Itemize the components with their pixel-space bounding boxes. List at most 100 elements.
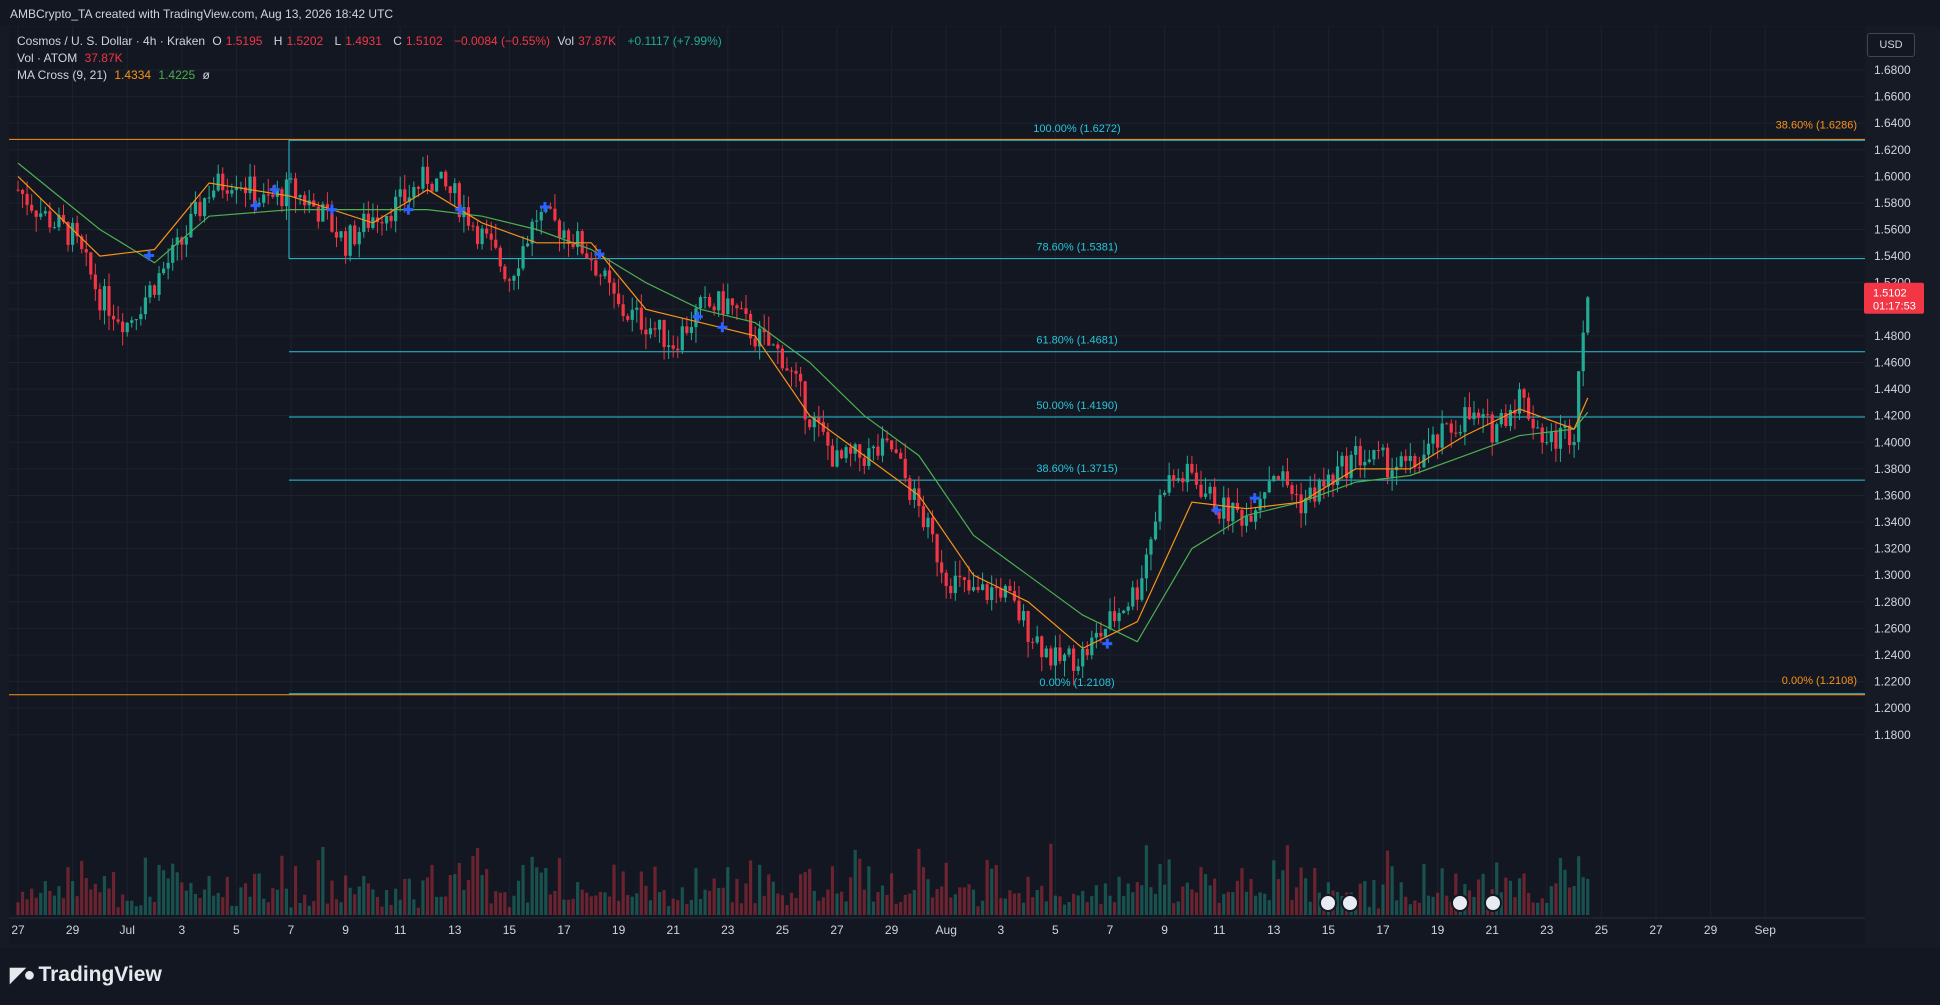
candle-body (1536, 428, 1539, 429)
volume-bar (212, 896, 215, 915)
candle-body (1163, 493, 1166, 495)
volume-bar (171, 864, 174, 915)
volume-bar (385, 890, 388, 915)
volume-bar (790, 893, 793, 915)
candle-body (35, 211, 38, 217)
volume-bar (380, 907, 383, 915)
x-tick-label: 7 (1107, 923, 1114, 937)
candle-body (1409, 456, 1412, 461)
volume-bar (44, 881, 47, 915)
candle-body (1454, 433, 1457, 434)
candle-body (1354, 446, 1357, 455)
volume-bar (622, 871, 625, 915)
price-tag-price: 1.5102 (1873, 288, 1907, 300)
candle-body (48, 211, 51, 227)
legend-change: −0.0084 (−0.55%) (454, 34, 550, 48)
volume-bar (963, 887, 966, 915)
volume-bar (1054, 896, 1057, 915)
candle-body (1131, 587, 1134, 606)
candle-body (1586, 297, 1589, 332)
volume-bar (740, 903, 743, 915)
volume-bar (763, 896, 766, 915)
candle-body (1036, 636, 1039, 642)
volume-bar (344, 875, 347, 915)
candle-body (622, 304, 625, 316)
volume-bar (936, 889, 939, 915)
legend-row-ma: MA Cross (9, 21) 1.4334 1.4225 ø (17, 68, 214, 82)
volume-bar (503, 892, 506, 915)
candle-body (1104, 629, 1107, 637)
candle-body (26, 194, 29, 205)
volume-bar (567, 900, 570, 915)
volume-bar (731, 902, 734, 915)
candle-body (804, 381, 807, 419)
volume-bar (585, 893, 588, 915)
candle-body (658, 320, 661, 330)
tradingview-logo[interactable]: ◤● TradingView (10, 962, 162, 987)
volume-bar (462, 890, 465, 915)
volume-bar (1532, 902, 1535, 915)
candle-body (849, 447, 852, 454)
candle-body (772, 345, 775, 346)
candle-body (289, 178, 292, 179)
volume-bar (371, 889, 374, 915)
candle-body (1245, 516, 1248, 526)
volume-bar (135, 906, 138, 915)
volume-bar (908, 894, 911, 915)
candle-body (831, 446, 834, 467)
candle-body (380, 222, 383, 223)
x-tick-label: 13 (1267, 923, 1281, 937)
candle-body (1122, 611, 1125, 613)
volume-bar (854, 850, 857, 915)
candle-body (585, 253, 588, 258)
volume-bar (449, 875, 452, 915)
candle-body (230, 190, 233, 194)
candle-body (1031, 642, 1034, 643)
candle-body (931, 518, 934, 534)
volume-bar (599, 892, 602, 915)
volume-bar (1482, 874, 1485, 915)
volume-bar (1550, 886, 1553, 915)
volume-bar (663, 890, 666, 915)
volume-bar (581, 890, 584, 915)
candle-body (1099, 633, 1102, 637)
volume-bar (267, 902, 270, 915)
candle-body (526, 244, 529, 247)
candle-body (435, 178, 438, 191)
volume-bar (1113, 902, 1116, 915)
candle-body (299, 195, 302, 197)
volume-bar (458, 863, 461, 915)
volume-bar (603, 892, 606, 915)
volume-bar (390, 905, 393, 915)
volume-bar (1372, 880, 1375, 915)
volume-bar (317, 860, 320, 915)
currency-button[interactable]: USD (1867, 33, 1915, 57)
volume-bar (699, 899, 702, 915)
candle-body (121, 322, 124, 333)
x-tick-label: 29 (885, 923, 899, 937)
volume-bar (1418, 903, 1421, 915)
candle-body (512, 276, 515, 281)
candle-body (558, 220, 561, 238)
x-tick-label: 3 (178, 923, 185, 937)
candle-body (644, 330, 647, 335)
volume-bar (185, 891, 188, 915)
candle-body (867, 448, 870, 466)
candle-body (1295, 494, 1298, 495)
volume-bar (999, 898, 1002, 915)
tradingview-logo-icon: ◤● (10, 962, 33, 987)
candle-body (317, 207, 320, 222)
candle-body (717, 291, 720, 310)
candle-body (608, 270, 611, 282)
y-tick-label: 1.5600 (1874, 223, 1911, 237)
candle-body (667, 345, 670, 347)
volume-bar (1477, 880, 1480, 915)
volume-bar (271, 888, 274, 915)
x-tick-label: 17 (557, 923, 571, 937)
candle-body (1427, 444, 1430, 455)
candle-body (189, 214, 192, 237)
candle-body (494, 240, 497, 248)
volume-bar (248, 897, 251, 915)
volume-bar (667, 906, 670, 915)
